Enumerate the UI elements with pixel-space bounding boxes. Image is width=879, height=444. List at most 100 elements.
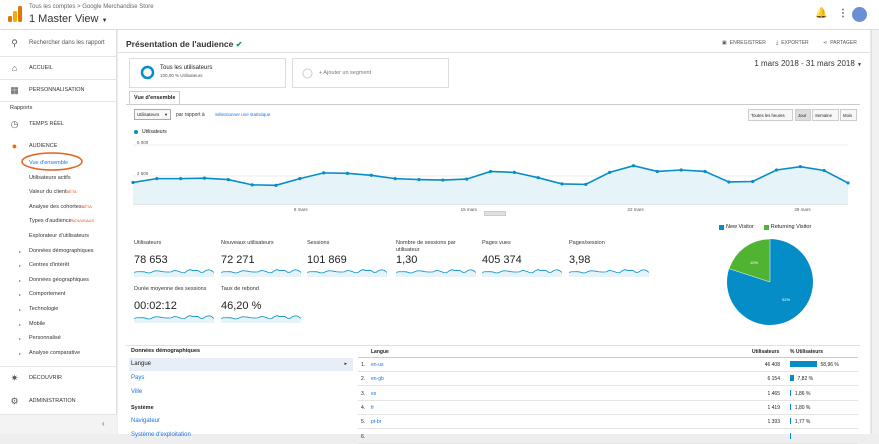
sidebar-subitem[interactable]: Utilisateurs actifs: [29, 175, 71, 181]
data-point[interactable]: [274, 183, 278, 187]
breadcrumb[interactable]: Tous les comptes > Google Merchandise St…: [29, 4, 154, 10]
tab-overview[interactable]: Vue d'ensemble: [129, 91, 181, 105]
sidebar-subitem[interactable]: Types d'audienceNOUVEAUX: [29, 218, 94, 224]
granularity-button[interactable]: Semaine: [812, 109, 839, 121]
date-range-picker[interactable]: 1 mars 2018 - 31 mars 2018 ▼: [754, 59, 862, 68]
data-point[interactable]: [465, 177, 469, 181]
demographics-item[interactable]: Pays: [129, 372, 353, 385]
metric-card[interactable]: Utilisateurs 78 653: [134, 240, 217, 277]
language-link[interactable]: en-gb: [371, 376, 384, 383]
data-point[interactable]: [846, 181, 850, 185]
line-chart[interactable]: 5 000 2 500 8 mars 15 mars 22 mars 29 mars: [118, 138, 870, 218]
sidebar-subitem[interactable]: Données démographiques: [29, 248, 94, 254]
data-point[interactable]: [179, 177, 183, 181]
language-link[interactable]: fr: [371, 404, 375, 411]
table-row[interactable]: 3. es 1 465 1,86 %: [358, 387, 858, 401]
metric-card[interactable]: Pages/session 3,98: [569, 240, 652, 277]
avatar[interactable]: [852, 7, 867, 22]
data-point[interactable]: [512, 170, 516, 174]
chart-resize-handle[interactable]: [484, 211, 506, 216]
system-item[interactable]: Navigateur: [129, 415, 353, 428]
table-row[interactable]: 4. fr 1 419 1,80 %: [358, 401, 858, 415]
data-point[interactable]: [226, 177, 230, 182]
data-point[interactable]: [608, 170, 612, 174]
demographics-item[interactable]: Ville: [129, 386, 353, 399]
system-item[interactable]: Système d'exploitation: [129, 429, 353, 442]
data-point[interactable]: [774, 168, 779, 172]
data-point[interactable]: [369, 173, 373, 177]
table-row[interactable]: 5. pt-br 1 393 1,77 %: [358, 415, 858, 430]
sidebar-item-realtime[interactable]: ◷ TEMPS RÉEL: [0, 118, 117, 130]
data-point[interactable]: [679, 168, 683, 172]
data-point[interactable]: [131, 180, 135, 185]
sidebar-subitem[interactable]: Technologie: [29, 306, 58, 312]
more-vert-icon[interactable]: ⋮: [838, 8, 848, 19]
table-row[interactable]: 1. en-us 46 408 58,96 %: [358, 358, 858, 372]
data-point[interactable]: [703, 169, 707, 174]
search-input[interactable]: Rechercher dans les rapport: [29, 40, 105, 46]
search-reports[interactable]: ⚲ Rechercher dans les rapport: [0, 36, 117, 50]
share-button[interactable]: ⋖ PARTAGER: [823, 40, 857, 46]
segment-card[interactable]: Tous les utilisateurs 100,00 % Utilisate…: [129, 58, 286, 88]
pie-chart[interactable]: 10% 92%: [726, 238, 814, 326]
metric-card[interactable]: Pages vues 405 374: [482, 240, 565, 277]
select-stat-link[interactable]: Sélectionner une statistique: [215, 112, 271, 117]
data-point[interactable]: [822, 168, 826, 173]
table-row[interactable]: 2. en-gb 6 154 7,82 %: [358, 372, 858, 387]
collapse-bar[interactable]: ‹: [0, 414, 117, 434]
sidebar-item-customization[interactable]: ▦ PERSONNALISATION: [0, 83, 117, 97]
sidebar-subitem[interactable]: Analyse des cohortesBÊTA: [29, 204, 92, 210]
table-row[interactable]: 6.: [358, 430, 858, 444]
save-button[interactable]: ▣ ENREGISTRER: [722, 40, 766, 46]
metric-card[interactable]: Durée moyenne des sessions 00:02:12: [134, 286, 217, 323]
metric-card[interactable]: Sessions 101 869: [307, 240, 390, 277]
pie-slice-returning[interactable]: [728, 238, 771, 283]
data-point[interactable]: [298, 177, 302, 181]
pie-legend-item[interactable]: Returning Visitor: [763, 224, 811, 230]
export-button[interactable]: ⤓ EXPORTER: [776, 40, 809, 46]
col-language[interactable]: Langue: [371, 349, 389, 355]
sidebar-subitem[interactable]: Vue d'ensemble: [29, 160, 68, 166]
data-point[interactable]: [536, 176, 540, 180]
col-pct-users[interactable]: % Utilisateurs: [790, 349, 824, 355]
data-point[interactable]: [202, 176, 207, 180]
granularity-button[interactable]: Jour: [795, 109, 811, 121]
add-segment-card[interactable]: + Ajouter un segment: [292, 58, 449, 88]
view-selector[interactable]: 1 Master View ▼: [29, 13, 108, 25]
sidebar-subitem[interactable]: Comportement: [29, 291, 65, 297]
data-point[interactable]: [345, 171, 350, 175]
bell-icon[interactable]: 🔔: [815, 8, 828, 19]
data-point[interactable]: [417, 177, 421, 182]
data-point[interactable]: [584, 182, 588, 186]
language-link[interactable]: en-us: [371, 362, 384, 368]
sidebar-item-audience[interactable]: ● AUDIENCE: [0, 140, 117, 152]
sidebar-item-home[interactable]: ⌂ ACCUEIL: [0, 61, 117, 75]
sidebar-subitem[interactable]: Données géographiques: [29, 277, 89, 283]
metric-card[interactable]: Nombre de sessions par utilisateur 1,30: [396, 240, 479, 277]
col-users[interactable]: Utilisateurs: [752, 349, 780, 355]
data-point[interactable]: [798, 165, 802, 169]
data-point[interactable]: [155, 177, 159, 181]
demographics-item[interactable]: Langue ▸: [129, 358, 353, 371]
chevron-left-icon[interactable]: ‹: [102, 419, 105, 428]
data-point[interactable]: [655, 169, 659, 174]
sidebar-item-discover[interactable]: ✷ DÉCOUVRIR: [0, 372, 117, 384]
data-point[interactable]: [250, 183, 254, 187]
sidebar-subitem[interactable]: Mobile: [29, 321, 45, 327]
metric-select[interactable]: Utilisateurs ▼: [134, 109, 171, 120]
sidebar-subitem[interactable]: Centres d'intérêt: [29, 262, 69, 268]
data-point[interactable]: [441, 178, 445, 182]
pie-legend-item[interactable]: New Visitor: [719, 224, 754, 230]
sidebar-item-admin[interactable]: ⚙ ADMINISTRATION: [0, 395, 117, 407]
data-point[interactable]: [751, 179, 755, 184]
metric-card[interactable]: Nouveaux utilisateurs 72 271: [221, 240, 304, 277]
granularity-button[interactable]: Toutes les heures: [748, 109, 793, 121]
sidebar-subitem[interactable]: Analyse comparative: [29, 350, 80, 356]
data-point[interactable]: [631, 164, 636, 168]
metric-card[interactable]: Taux de rebond 46,20 %: [221, 286, 304, 323]
sidebar-subitem[interactable]: Explorateur d'utilisateurs: [29, 233, 89, 239]
granularity-button[interactable]: Mois: [840, 109, 857, 121]
data-point[interactable]: [488, 169, 493, 174]
language-link[interactable]: es: [371, 390, 377, 397]
data-point[interactable]: [560, 182, 564, 186]
